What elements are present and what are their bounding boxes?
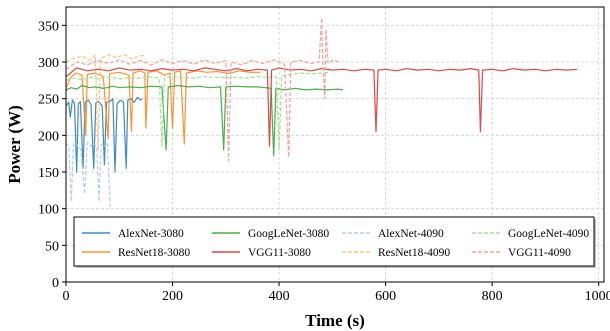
x-tick-label: 200 bbox=[162, 289, 183, 304]
y-tick-label: 200 bbox=[38, 129, 59, 144]
y-tick-label: 350 bbox=[38, 19, 59, 34]
y-tick-label: 0 bbox=[52, 276, 59, 291]
y-tick-label: 100 bbox=[38, 203, 59, 218]
legend-label: GoogLeNet-3080 bbox=[248, 228, 329, 240]
legend-label: VGG11-4090 bbox=[508, 247, 571, 259]
legend-label: AlexNet-3080 bbox=[118, 228, 184, 240]
x-tick-label: 400 bbox=[269, 289, 290, 304]
legend-label: ResNet18-3080 bbox=[118, 247, 190, 259]
x-axis-label: Time (s) bbox=[305, 311, 365, 330]
series-line-vgg11-4090 bbox=[65, 17, 341, 162]
x-tick-label: 600 bbox=[375, 289, 396, 304]
legend-label: AlexNet-4090 bbox=[378, 228, 444, 240]
legend-label: GoogLeNet-4090 bbox=[508, 228, 589, 240]
y-tick-label: 50 bbox=[45, 239, 59, 254]
legend: AlexNet-3080 ResNet18-3080 GoogLeNet-3080 V… bbox=[73, 216, 596, 268]
plot-frame bbox=[65, 6, 605, 283]
series-line-vgg11-3080 bbox=[65, 67, 578, 147]
legend-label: ResNet18-4090 bbox=[378, 247, 450, 259]
series-line-alexnet-3080 bbox=[65, 96, 143, 173]
series-lines bbox=[65, 17, 578, 209]
legend-label: VGG11-3080 bbox=[248, 247, 311, 259]
axis-ticks: 0 200 400 600 800 1000 0 50 100 150 200 250 300 350 bbox=[38, 19, 610, 304]
x-tick-label: 800 bbox=[482, 289, 503, 304]
x-tick-label: 0 bbox=[63, 289, 70, 304]
x-tick-label: 1000 bbox=[585, 289, 610, 304]
series-line-resnet18-3080 bbox=[65, 70, 261, 145]
y-tick-label: 150 bbox=[38, 166, 59, 181]
y-tick-label: 250 bbox=[38, 93, 59, 108]
y-tick-label: 300 bbox=[38, 56, 59, 71]
series-line-googlenet-4090 bbox=[65, 71, 330, 151]
y-axis-label: Power (W) bbox=[5, 105, 24, 184]
legend-box bbox=[73, 216, 595, 267]
